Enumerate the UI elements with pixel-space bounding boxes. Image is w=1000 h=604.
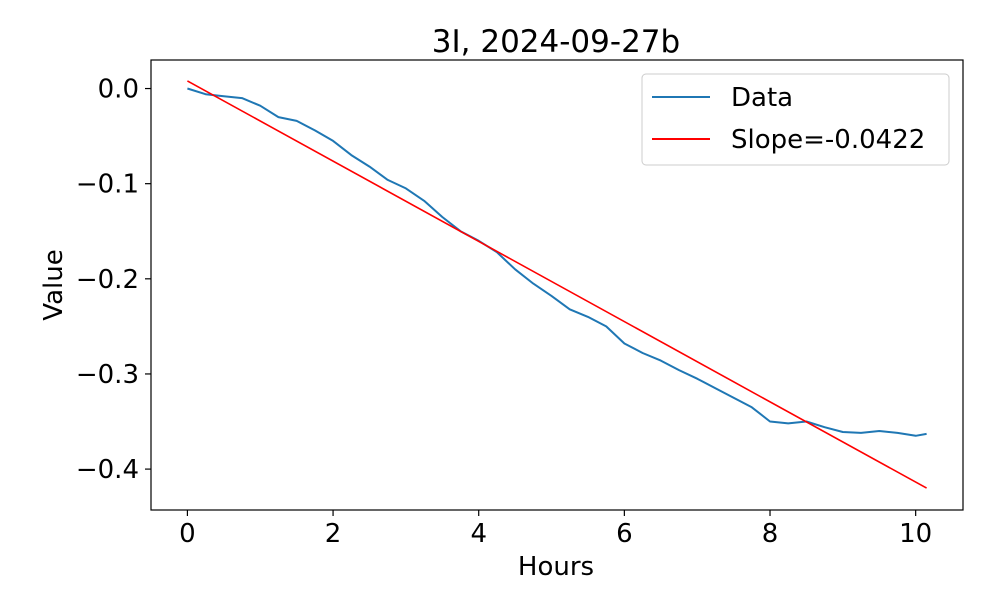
axes-frame bbox=[150, 59, 964, 511]
data-series-line bbox=[187, 87, 927, 437]
x-axis-label: Hours bbox=[518, 552, 594, 582]
chart-title: 3I, 2024-09-27b bbox=[432, 24, 680, 60]
x-axis: 0 2 4 6 8 10 bbox=[179, 510, 932, 549]
x-tick-label: 8 bbox=[762, 519, 779, 549]
x-tick-label: 2 bbox=[325, 519, 342, 549]
y-axis-label: Value bbox=[39, 249, 69, 320]
y-tick-label: −0.1 bbox=[76, 170, 139, 200]
plot-area bbox=[150, 59, 964, 511]
x-tick-label: 6 bbox=[616, 519, 633, 549]
series-layer bbox=[187, 80, 927, 489]
legend-label-data: Data bbox=[731, 83, 793, 113]
legend: Data Slope=-0.0422 bbox=[641, 73, 950, 166]
y-tick-label: −0.4 bbox=[76, 455, 139, 485]
legend-label-slope: Slope=-0.0422 bbox=[731, 125, 925, 155]
y-tick-label: −0.2 bbox=[76, 265, 139, 295]
legend-box bbox=[641, 73, 950, 166]
y-tick-label: 0.0 bbox=[98, 75, 139, 105]
x-tick-label: 4 bbox=[470, 519, 487, 549]
y-axis: 0.0 −0.1 −0.2 −0.3 −0.4 bbox=[76, 75, 151, 485]
x-tick-label: 0 bbox=[179, 519, 196, 549]
x-tick-label: 10 bbox=[899, 519, 932, 549]
y-tick-label: −0.3 bbox=[76, 360, 139, 390]
slope-fit-line bbox=[187, 80, 927, 489]
